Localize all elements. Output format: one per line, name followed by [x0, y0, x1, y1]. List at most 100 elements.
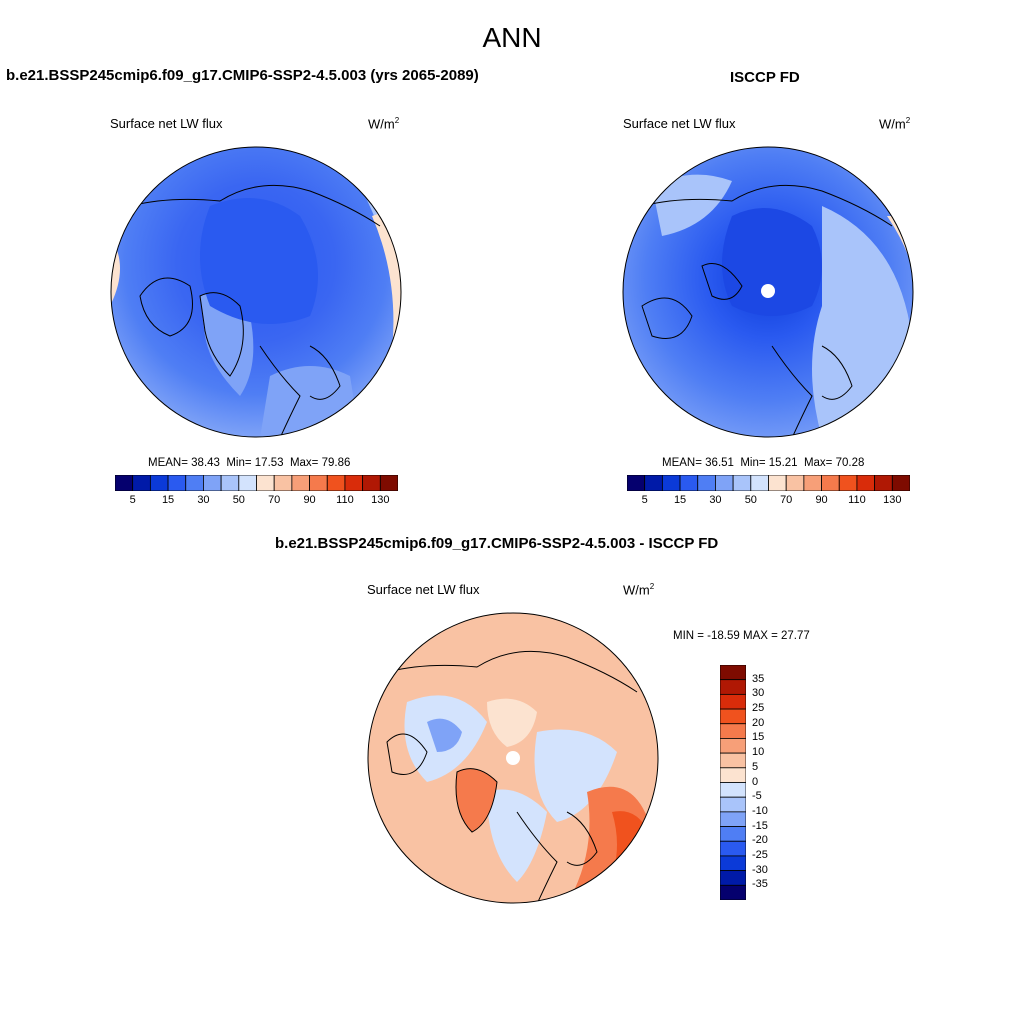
panel1-colorbar-swatch: [203, 475, 222, 491]
panel1-polar-map: [110, 146, 402, 438]
panel2-colorbar-swatch: [661, 475, 681, 491]
panel1-colorbar-tick-label: 5: [129, 494, 136, 506]
panel1-colorbar-ticks: 5 15 30 50 70 90 110 130: [115, 494, 398, 510]
diff-region-cool-2: [534, 729, 617, 822]
panel2-colorbar-tick-label: 30: [709, 494, 722, 506]
panel2-variable-label: Surface net LW flux: [623, 116, 736, 131]
diff-colorbar-tick-label: -5: [752, 790, 762, 803]
diff-coastline-3: [566, 811, 598, 866]
diff-coastline-4: [386, 733, 428, 775]
panel1-colorbar-swatch: [309, 475, 328, 491]
diff-colorbar-swatch: [720, 855, 746, 872]
panel1-colorbar-swatch: [256, 475, 275, 491]
panel2-colorbar-swatch: [785, 475, 805, 491]
panel1-colorbar-tick-label: 50: [232, 494, 245, 506]
panel2-colorbar: [627, 475, 910, 491]
diff-colorbar-swatch: [720, 767, 746, 783]
panel1-colorbar-swatch: [362, 475, 381, 491]
diff-colorbar-swatch: [720, 665, 746, 681]
panel1-colorbar-swatch: [326, 475, 346, 491]
diff-colorbar-swatch: [720, 708, 746, 725]
panel1-arctic-core: [200, 198, 318, 324]
panel2-colorbar-swatch: [874, 475, 893, 491]
panel2-coastline-4: [821, 345, 853, 400]
panel2-case-title: ISCCP FD: [730, 69, 800, 86]
panel1-units-label: W/m2: [368, 116, 400, 132]
panel2-colorbar-ticks: 5 15 30 50 70 90 110 130: [627, 494, 910, 510]
panel1-case-title: b.e21.BSSP245cmip6.f09_g17.CMIP6-SSP2-4.…: [6, 67, 479, 84]
panel1-colorbar-swatch: [185, 475, 204, 491]
diff-minmax: MIN = -18.59 MAX = 27.77: [673, 630, 810, 642]
panel2-colorbar-tick-label: 70: [780, 494, 793, 506]
panel1-colorbar-swatch: [344, 475, 364, 491]
panel1-coastline-2: [129, 184, 381, 227]
panel1-colorbar-tick-label: 110: [336, 494, 354, 506]
diff-colorbar-swatch: [720, 884, 746, 900]
diff-colorbar-swatch: [720, 693, 746, 710]
panel2-colorbar-swatch: [627, 475, 646, 491]
figure-title: ANN: [482, 22, 542, 53]
panel2-polar-map: [622, 146, 914, 438]
diff-region-north: [368, 613, 658, 702]
panel1-colorbar-swatch: [149, 475, 169, 491]
panel2-colorbar-swatch: [732, 475, 752, 491]
panel2-colorbar-swatch: [838, 475, 858, 491]
diff-coastline-2: [516, 811, 558, 903]
diff-colorbar-tick-label: -25: [752, 848, 768, 861]
diff-coastline-greenland: [455, 768, 498, 833]
diff-colorbar-tick-label: -35: [752, 878, 768, 891]
diff-colorbar-swatch: [720, 870, 746, 886]
panel2-colorbar-tick-label: 90: [815, 494, 828, 506]
diff-region-cool-strong: [427, 718, 462, 752]
panel1-colorbar-swatch: [167, 475, 187, 491]
diff-colorbar-tick-label: -15: [752, 819, 768, 832]
panel2-arctic-core: [722, 208, 822, 316]
panel2-units-label: W/m2: [879, 116, 911, 132]
diff-pole-hole: [506, 751, 520, 765]
panel2-region-pacific: [652, 174, 732, 236]
panel1-colorbar-tick-label: 70: [268, 494, 281, 506]
panel2-stats: MEAN= 36.51 Min= 15.21 Max= 70.28: [662, 457, 865, 469]
panel1-coastline-3: [259, 345, 301, 437]
panel2-coastline-1: [641, 297, 693, 339]
panel2-pole-hole: [761, 284, 775, 298]
panel2-colorbar-tick-label: 50: [744, 494, 757, 506]
diff-polar-map: [367, 612, 659, 904]
panel1-colorbar-tick-label: 90: [303, 494, 316, 506]
panel1-colorbar-swatch: [238, 475, 257, 491]
panel2-colorbar-swatch: [697, 475, 716, 491]
panel2-colorbar-swatch: [679, 475, 699, 491]
panel2-colorbar-swatch: [715, 475, 734, 491]
panel1-variable-label: Surface net LW flux: [110, 116, 223, 131]
diff-units-label: W/m2: [623, 582, 655, 598]
diff-colorbar-tick-label: -20: [752, 834, 768, 847]
diff-colorbar-tick-label: 35: [752, 672, 765, 685]
panel2-coastline-3: [771, 345, 813, 437]
panel1-region-atlantic: [260, 366, 360, 437]
diff-colorbar-swatch: [720, 782, 746, 798]
panel2-colorbar-swatch: [891, 475, 910, 491]
diff-colorbar-tick-label: -10: [752, 804, 768, 817]
diff-colorbar-tick-label: 0: [752, 775, 759, 788]
diff-colorbar-tick-label: 30: [752, 687, 765, 700]
diff-colorbar-tick-label: 25: [752, 702, 765, 715]
diff-colorbar-swatch: [720, 679, 746, 695]
diff-colorbar-swatch: [720, 811, 746, 827]
diff-arctic-core: [487, 698, 537, 747]
panel1-colorbar-swatch: [132, 475, 151, 491]
diff-colorbar-swatch: [720, 752, 746, 769]
diff-map-border: [367, 612, 659, 904]
panel2-coastline-5: [701, 263, 743, 300]
panel2-colorbar-swatch: [768, 475, 787, 491]
diff-colorbar: [720, 665, 746, 900]
diff-colorbar-tick-label: 10: [752, 746, 765, 759]
diff-colorbar-tick-label: 20: [752, 716, 765, 729]
diff-greenland-warm: [456, 768, 497, 832]
panel2-colorbar-tick-label: 130: [883, 494, 902, 506]
diff-case-title: b.e21.BSSP245cmip6.f09_g17.CMIP6-SSP2-4.…: [275, 535, 719, 552]
panel1-colorbar-swatch: [379, 475, 398, 491]
panel1-colorbar: [115, 475, 398, 491]
panel1-coastline-4: [309, 345, 341, 400]
panel1-stats: MEAN= 38.43 Min= 17.53 Max= 79.86: [148, 457, 351, 469]
panel2-map-border: [622, 146, 914, 438]
